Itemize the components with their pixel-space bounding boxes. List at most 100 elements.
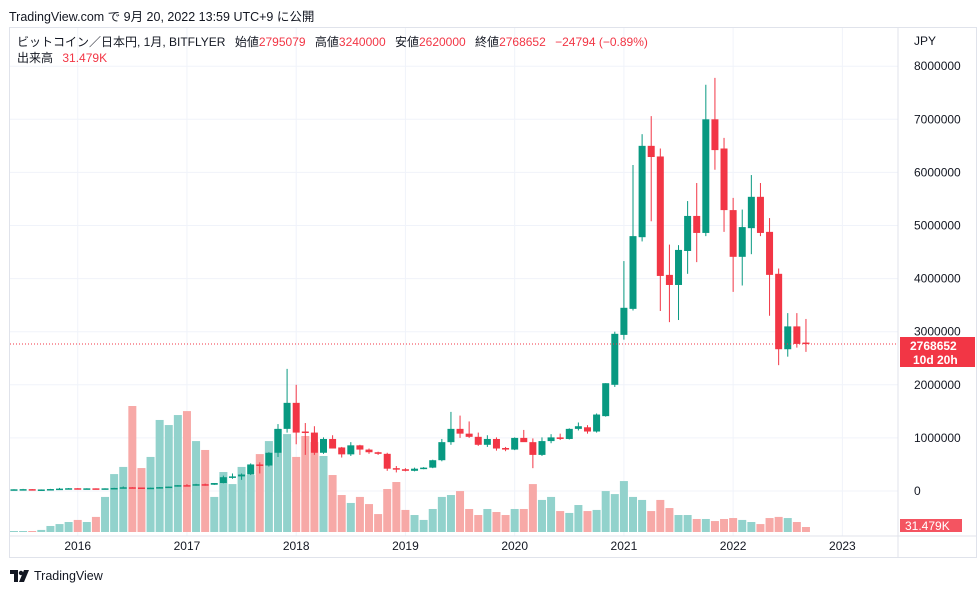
y-tick-label: 7000000 xyxy=(914,112,961,126)
candle-body xyxy=(702,119,710,233)
y-tick-label: 2000000 xyxy=(914,378,961,392)
candle-body xyxy=(565,428,573,439)
candle-body xyxy=(665,274,673,285)
volume-bar xyxy=(328,475,337,532)
volume-bar xyxy=(565,512,574,532)
candle-body xyxy=(401,469,409,471)
candle-body xyxy=(656,156,664,276)
chart-frame xyxy=(9,27,977,558)
candle-body xyxy=(310,432,318,453)
candle-body xyxy=(110,487,118,490)
y-tick-label: 8000000 xyxy=(914,59,961,73)
volume-bar xyxy=(55,524,64,532)
candle-body xyxy=(65,488,73,490)
volume-tag xyxy=(900,519,962,532)
volume-bar xyxy=(729,518,738,532)
candle-body xyxy=(338,447,346,455)
y-tick-label: 1000000 xyxy=(914,431,961,445)
volume-bar xyxy=(510,508,519,532)
volume-bar xyxy=(164,425,173,532)
volume-bar xyxy=(173,415,182,532)
volume-bar xyxy=(155,419,164,532)
candle-body xyxy=(46,489,54,491)
candle-body xyxy=(147,487,155,490)
candle-body xyxy=(802,342,810,345)
x-tick-label: 2018 xyxy=(283,539,310,553)
volume-bar xyxy=(519,508,528,532)
candle-body xyxy=(256,464,264,466)
tradingview-brand: TradingView xyxy=(34,569,103,583)
candle-body xyxy=(465,433,473,437)
volume-bar xyxy=(201,449,210,532)
current-price-tag xyxy=(900,337,975,367)
volume-bar xyxy=(629,496,638,532)
volume-bar xyxy=(592,509,601,532)
candle-body xyxy=(283,402,291,429)
volume-bar xyxy=(110,474,119,532)
volume-bar xyxy=(419,519,428,532)
change-value: −24794 (−0.89%) xyxy=(555,35,648,49)
candle-body xyxy=(556,437,564,439)
volume-bar xyxy=(692,518,701,532)
candle-body xyxy=(156,487,164,489)
volume-bar xyxy=(492,512,501,532)
high-label: 高値 xyxy=(314,35,339,49)
candle-body xyxy=(574,426,582,429)
candle-body xyxy=(474,436,482,445)
bar-countdown: 10d 20h xyxy=(913,353,958,367)
candle-body xyxy=(356,445,364,450)
candle-body xyxy=(83,488,91,490)
candle-body xyxy=(547,437,555,442)
volume-bar xyxy=(601,491,610,532)
volume-bar xyxy=(437,496,446,532)
candle-body xyxy=(320,438,328,453)
high-value: 3240000 xyxy=(338,35,386,49)
candle-body xyxy=(784,326,792,350)
publish-info: TradingView.com で 9月 20, 2022 13:59 UTC+… xyxy=(9,10,315,24)
volume-bar xyxy=(537,499,546,532)
volume-bar xyxy=(783,518,792,532)
candle-body xyxy=(329,438,337,449)
candle-body xyxy=(192,484,200,486)
tradingview-logo[interactable]: TradingView xyxy=(10,569,103,583)
low-label: 安値 xyxy=(394,35,419,49)
candle-body xyxy=(174,485,182,487)
y-tick-label: 5000000 xyxy=(914,219,961,233)
x-tick-label: 2019 xyxy=(392,539,419,553)
volume-bar xyxy=(374,514,383,532)
volume-bar xyxy=(619,481,628,532)
candle-body xyxy=(620,307,628,335)
candle-body xyxy=(738,227,746,257)
y-tick-label: 6000000 xyxy=(914,165,961,179)
x-tick-label: 2017 xyxy=(174,539,201,553)
candle-body xyxy=(511,437,519,450)
volume-bar xyxy=(46,525,55,532)
candle-body xyxy=(56,488,64,491)
volume-bar xyxy=(346,502,355,532)
volume-bar xyxy=(182,411,191,532)
candle-body xyxy=(347,445,355,455)
volume-bar xyxy=(137,468,146,532)
current-price-value: 2768652 xyxy=(910,339,957,353)
candle-body xyxy=(638,145,646,238)
volume-bar xyxy=(765,518,774,532)
candle-body xyxy=(756,196,764,233)
symbol-title[interactable]: ビットコイン／日本円, 1月, BITFLYER xyxy=(17,35,226,49)
candle-body xyxy=(19,489,27,491)
volume-value: 31.479K xyxy=(62,51,108,65)
candle-body xyxy=(747,196,755,229)
volume-bar xyxy=(574,505,583,532)
candle-body xyxy=(411,468,419,471)
volume-tag-value: 31.479K xyxy=(905,519,950,533)
volume-bar xyxy=(355,496,364,532)
candle-body xyxy=(729,210,737,257)
volume-bar xyxy=(801,527,810,532)
candle-body xyxy=(693,215,701,233)
volume-bar xyxy=(656,499,665,532)
candle-body xyxy=(301,431,309,434)
candle-body xyxy=(629,236,637,309)
candle-body xyxy=(392,468,400,470)
volume-bar xyxy=(273,429,282,532)
volume-bar xyxy=(392,482,401,532)
